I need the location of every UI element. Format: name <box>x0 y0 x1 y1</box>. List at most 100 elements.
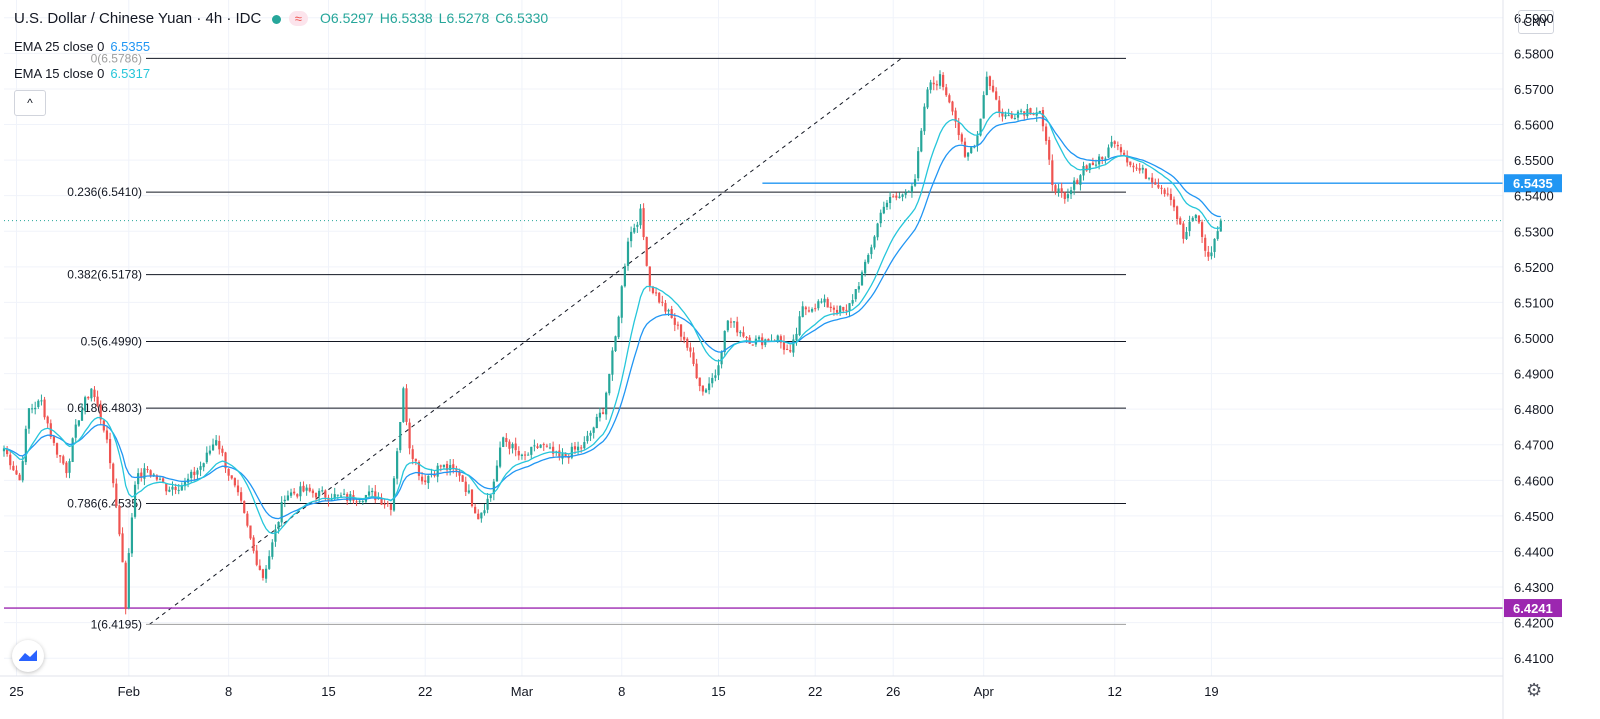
candle-body <box>1176 206 1179 220</box>
candle-body <box>293 491 296 494</box>
candle-body <box>1144 168 1148 179</box>
candle-body <box>77 420 80 426</box>
candle-body <box>910 186 914 193</box>
candle-body <box>1110 141 1113 147</box>
candle-body <box>1004 114 1007 117</box>
time-tick-label: 19 <box>1204 684 1218 699</box>
candle-body <box>286 495 290 501</box>
candle-body <box>739 331 742 334</box>
candle-body <box>517 450 520 456</box>
candle-body <box>745 336 748 338</box>
candle-body <box>202 463 205 468</box>
candle-body <box>158 478 162 480</box>
candle-body <box>605 392 608 415</box>
ema25-legend[interactable]: EMA 25 close 0 6.5355 <box>14 39 150 54</box>
candle-body <box>776 335 779 342</box>
candle-body <box>258 565 261 570</box>
time-tick-label: 22 <box>418 684 432 699</box>
candle-body <box>723 330 726 353</box>
candle-body <box>59 455 62 457</box>
symbol-title[interactable]: U.S. Dollar / Chinese Yuan · 4h · IDC <box>14 10 262 27</box>
candle-body <box>221 448 224 453</box>
candle-body <box>686 338 689 348</box>
candle-body <box>845 309 848 311</box>
candle-body <box>24 428 27 463</box>
candle-body <box>580 447 583 449</box>
candle-body <box>857 286 860 290</box>
candle-body <box>1129 161 1132 166</box>
candle-body <box>130 517 134 554</box>
candle-body <box>651 286 655 293</box>
candle-body <box>935 84 938 86</box>
candle-body <box>133 484 137 517</box>
candle-body <box>355 501 358 503</box>
candle-body <box>174 486 177 491</box>
fib-level-label: 0.382(6.5178) <box>67 268 142 282</box>
time-tick-label: 8 <box>225 684 232 699</box>
candle-body <box>321 490 324 492</box>
candle-body <box>1091 162 1094 166</box>
candle-body <box>926 89 929 108</box>
candle-body <box>442 464 446 467</box>
candle-body <box>236 485 240 493</box>
candle-body <box>140 472 143 478</box>
candle-body <box>18 474 21 481</box>
candle-body <box>679 324 683 337</box>
candle-body <box>995 91 998 100</box>
candle-body <box>380 497 383 505</box>
candle-body <box>1038 111 1041 113</box>
fibonacci-retracement[interactable]: 0(6.5786) 0.236(6.5410) 0.382(6.5178) 0.5(6… <box>67 51 1126 631</box>
candle-body <box>149 470 152 476</box>
candle-body <box>424 480 427 483</box>
candle-body <box>1163 189 1166 194</box>
price-tick-label: 6.4800 <box>1514 402 1554 417</box>
candle-body <box>87 396 90 399</box>
settings-gear-icon[interactable]: ⚙ <box>1526 680 1543 700</box>
candle-body <box>1001 111 1004 117</box>
ema15-value: 6.5317 <box>110 66 151 81</box>
candle-body <box>21 461 24 481</box>
candle-body <box>536 446 539 449</box>
candle-body <box>667 309 670 312</box>
candle-body <box>439 465 442 467</box>
tradingview-logo-icon[interactable] <box>12 640 44 672</box>
ema15-legend[interactable]: EMA 15 close 0 6.5317 <box>14 66 150 81</box>
candle-body <box>1082 165 1085 176</box>
time-tick-label: 26 <box>886 684 900 699</box>
candle-body <box>402 388 405 422</box>
candle-body <box>62 456 65 464</box>
candle-body <box>829 306 832 308</box>
candle-body <box>193 471 196 476</box>
candle-body <box>595 416 598 429</box>
fib-level-label: 0.618(6.4803) <box>67 401 142 415</box>
horizontal-lines[interactable]: 6.5435 6.4241 <box>4 174 1562 618</box>
chart-grid <box>4 0 1503 676</box>
indicator-pill-icon[interactable]: ≈ <box>288 11 308 26</box>
candle-body <box>1191 217 1194 222</box>
candle-body <box>1104 158 1107 160</box>
currency-badge[interactable]: CNY <box>1518 10 1554 34</box>
candle-body <box>333 494 336 499</box>
candle-body <box>502 437 505 447</box>
candle-body <box>661 301 664 303</box>
price-tick-label: 6.4100 <box>1514 651 1554 666</box>
candle-body <box>68 461 71 473</box>
candle-body <box>736 321 739 333</box>
candle-body <box>342 493 346 495</box>
price-axis[interactable]: 6.5900 6.5800 6.5700 6.5600 6.5500 6.5400 6.53… <box>1502 0 1554 719</box>
price-badge-label: 6.4241 <box>1513 601 1553 616</box>
time-axis[interactable]: 25 Feb 8 15 22 Mar 8 15 22 26 Apr 12 19 <box>0 675 1503 699</box>
candle-body <box>826 298 829 308</box>
candle-body <box>530 446 533 455</box>
collapse-legend-button[interactable]: ^ <box>14 90 46 116</box>
candle-body <box>464 481 467 492</box>
candle-body <box>289 492 293 496</box>
candle-body <box>211 444 215 451</box>
candle-body <box>820 301 823 303</box>
candle-body <box>920 130 923 152</box>
candle-body <box>917 151 920 179</box>
price-tick-label: 6.4200 <box>1514 616 1554 631</box>
candle-body <box>1101 157 1104 160</box>
candle-body <box>486 498 489 510</box>
